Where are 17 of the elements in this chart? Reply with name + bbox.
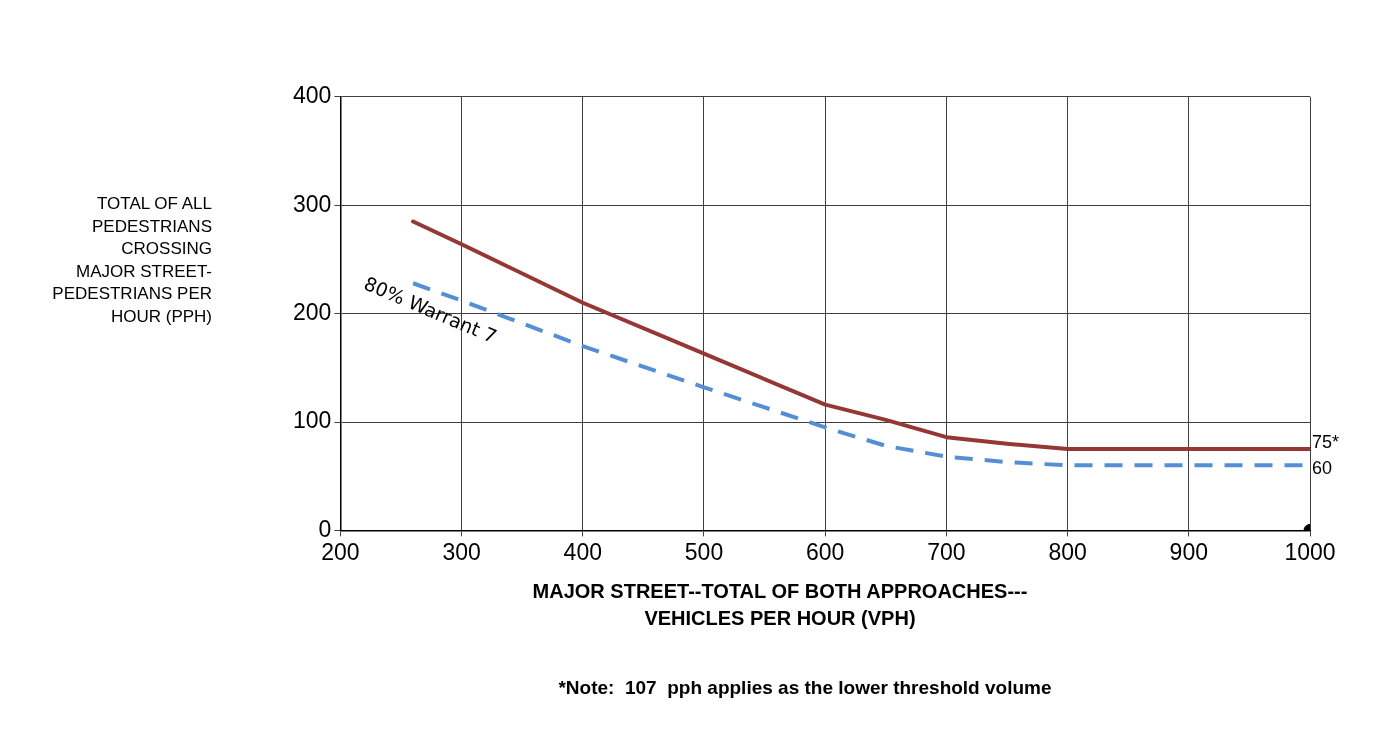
text: *Note: 107 pph applies as the lower threshold volume — [557, 677, 1053, 699]
annotation: 60 — [1312, 458, 1333, 479]
annotation: 75* — [1312, 432, 1340, 453]
x-tick-label: 300 — [442, 538, 481, 565]
y-tick-label: 200 — [293, 298, 332, 325]
y-tick-label: 100 — [293, 407, 332, 434]
y-tick-label: 400 — [293, 82, 332, 109]
x-tick-label: 400 — [563, 538, 602, 565]
y-tick-label: 300 — [293, 190, 332, 217]
y-axis-title: TOTAL OF ALL PEDESTRIANS CROSSING MAJOR STREET- PEDESTRIANS PER HOUR (PPH) — [51, 193, 212, 328]
x-tick-label: 900 — [1169, 538, 1208, 565]
x-axis-title: MAJOR STREET--TOTAL OF BOTH APPROACHES--- VEHICLES PER HOUR (VPH) — [531, 579, 1029, 631]
x-tick-label: 700 — [927, 538, 966, 565]
x-tick-label: 500 — [684, 538, 724, 565]
x-tick-label: 800 — [1048, 538, 1087, 565]
x-tick-label: 600 — [806, 538, 845, 565]
x-tick-label: 1000 — [1284, 538, 1336, 565]
